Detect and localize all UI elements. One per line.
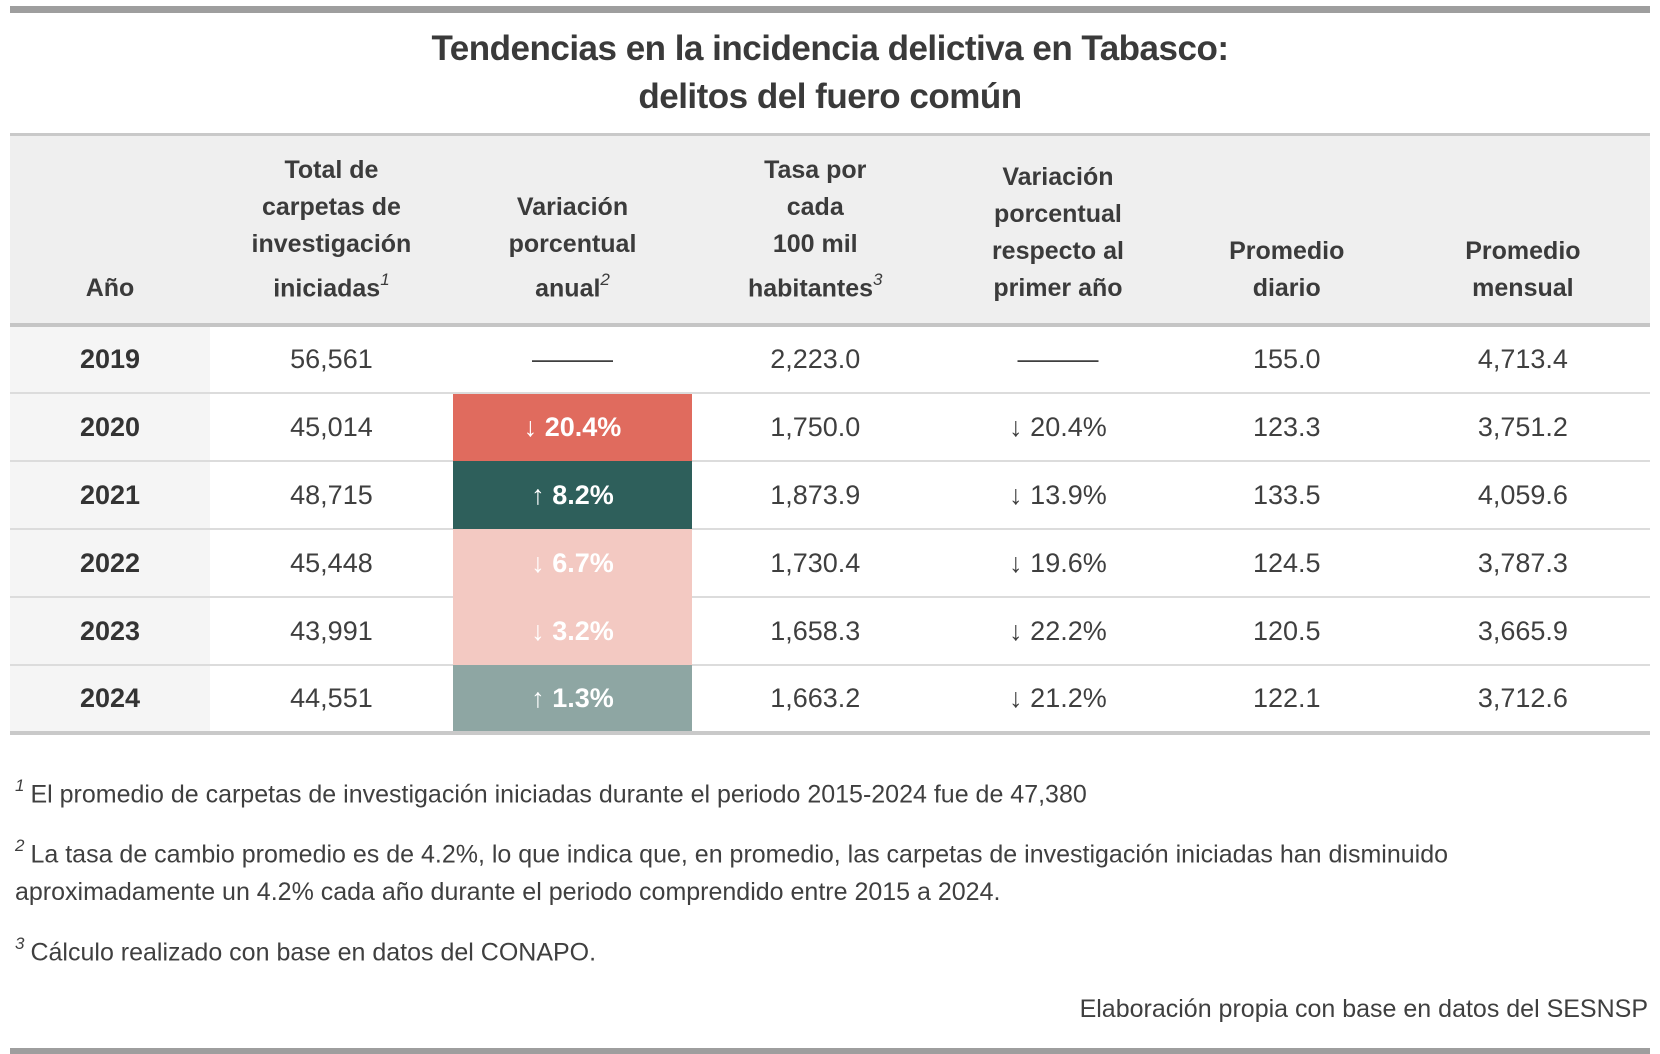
- header-daily-average: Promedio diario: [1177, 136, 1396, 327]
- footnote-1-text: El promedio de carpetas de investigación…: [30, 780, 1087, 809]
- rate-cell: 1,873.9: [692, 460, 939, 529]
- var-first-cell: ↓ 20.4%: [938, 392, 1178, 461]
- header-var-first-year: Variación porcentual respecto al primer …: [938, 136, 1178, 327]
- total-cell: 44,551: [210, 664, 453, 735]
- footnote-3: 3 Cálculo realizado con base en datos del…: [15, 927, 1485, 971]
- table-row-2022: 2022 45,448 ↓ 6.7% 1,730.4 ↓ 19.6% 124.5…: [10, 528, 1650, 597]
- var-first-cell: ↓ 13.9%: [938, 460, 1178, 529]
- var-annual-cell-highlight-increase-light: ↑ 1.3%: [452, 665, 693, 735]
- footnote-marker-1: 1: [380, 269, 390, 289]
- total-cell: 45,448: [210, 528, 453, 597]
- footnote-2-text: La tasa de cambio promedio es de 4.2%, l…: [15, 840, 1449, 906]
- title-underline: [10, 133, 1650, 136]
- year-cell: 2024: [10, 664, 211, 735]
- footnote-marker-2: 2: [600, 269, 610, 289]
- var-annual-cell: ———: [532, 344, 614, 374]
- rate-cell: 1,663.2: [692, 664, 939, 735]
- rate-cell: 1,730.4: [692, 528, 939, 597]
- total-cell: 48,715: [210, 460, 453, 529]
- table-title: Tendencias en la incidencia delictiva en…: [10, 13, 1650, 133]
- rate-cell: 2,223.0: [770, 344, 861, 374]
- table-row-2021: 2021 48,715 ↑ 8.2% 1,873.9 ↓ 13.9% 133.5…: [10, 460, 1650, 529]
- table-row-2019: 2019 56,561 ——— 2,223.0 ——— 155.0 4,713.…: [10, 325, 1650, 393]
- year-cell: 2021: [10, 460, 211, 529]
- var-first-cell: ———: [1017, 344, 1099, 374]
- var-annual-cell-highlight-decrease: ↓ 20.4%: [452, 392, 693, 461]
- year-cell: 2019: [10, 325, 211, 393]
- header-monthly-average: Promedio mensual: [1395, 136, 1650, 327]
- title-line-2: delitos del fuero común: [638, 77, 1022, 116]
- table-row-2024: 2024 44,551 ↑ 1.3% 1,663.2 ↓ 21.2% 122.1…: [10, 664, 1650, 735]
- footnote-1: 1 El promedio de carpetas de investigació…: [15, 769, 1485, 813]
- header-var-annual: Variación porcentual anual2: [452, 136, 693, 327]
- total-cell: 45,014: [210, 392, 453, 461]
- monthly-cell: 3,712.6: [1395, 664, 1650, 735]
- monthly-cell: 3,787.3: [1395, 528, 1650, 597]
- var-annual-cell-highlight-decrease-light: ↓ 6.7%: [452, 529, 693, 597]
- header-year: Año: [10, 136, 211, 327]
- total-cell: 43,991: [210, 596, 453, 665]
- year-cell: 2022: [10, 528, 211, 597]
- daily-cell: 133.5: [1177, 460, 1396, 529]
- rate-cell: 1,750.0: [692, 392, 939, 461]
- footnote-1-marker: 1: [15, 776, 25, 795]
- year-cell: 2023: [10, 596, 211, 665]
- crime-incidence-table: Año Total de carpetas de investigación i…: [10, 136, 1650, 735]
- header-total: Total de carpetas de investigación inici…: [210, 136, 453, 327]
- monthly-cell: 4,059.6: [1395, 460, 1650, 529]
- footnotes-section: 1 El promedio de carpetas de investigació…: [10, 735, 1650, 971]
- bottom-rule-bar: [10, 1048, 1650, 1054]
- footnote-2: 2 La tasa de cambio promedio es de 4.2%, …: [15, 829, 1485, 910]
- total-cell: 56,561: [290, 344, 373, 374]
- table-row-2023: 2023 43,991 ↓ 3.2% 1,658.3 ↓ 22.2% 120.5…: [10, 596, 1650, 665]
- var-first-cell: ↓ 22.2%: [938, 596, 1178, 665]
- daily-cell: 124.5: [1177, 528, 1396, 597]
- daily-cell: 120.5: [1177, 596, 1396, 665]
- var-first-cell: ↓ 19.6%: [938, 528, 1178, 597]
- var-annual-cell-highlight-increase: ↑ 8.2%: [452, 461, 693, 529]
- daily-cell: 123.3: [1177, 392, 1396, 461]
- var-annual-cell-highlight-decrease-light: ↓ 3.2%: [452, 597, 693, 665]
- daily-cell: 122.1: [1177, 664, 1396, 735]
- footnote-2-marker: 2: [15, 836, 25, 856]
- source-note: Elaboración propia con base en datos del…: [1079, 994, 1648, 1023]
- page: Tendencias en la incidencia delictiva en…: [0, 6, 1660, 1054]
- year-cell: 2020: [10, 392, 211, 461]
- table-body: 2019 56,561 ——— 2,223.0 ——— 155.0 4,713.…: [10, 325, 1650, 735]
- var-first-cell: ↓ 21.2%: [938, 664, 1178, 735]
- monthly-cell: 3,751.2: [1395, 392, 1650, 461]
- top-rule-bar: [10, 6, 1650, 13]
- monthly-cell: 3,665.9: [1395, 596, 1650, 665]
- footnote-3-text: Cálculo realizado con base en datos del …: [30, 937, 597, 966]
- footnote-marker-3: 3: [873, 269, 883, 289]
- header-rate: Tasa por cada 100 mil habitantes3: [692, 136, 939, 327]
- title-line-1: Tendencias en la incidencia delictiva en…: [431, 29, 1230, 68]
- daily-cell: 155.0: [1252, 344, 1321, 374]
- monthly-cell: 4,713.4: [1477, 344, 1568, 374]
- table-header: Año Total de carpetas de investigación i…: [10, 136, 1650, 327]
- rate-cell: 1,658.3: [692, 596, 939, 665]
- table-row-2020: 2020 45,014 ↓ 20.4% 1,750.0 ↓ 20.4% 123.…: [10, 392, 1650, 461]
- footnote-3-marker: 3: [15, 933, 25, 953]
